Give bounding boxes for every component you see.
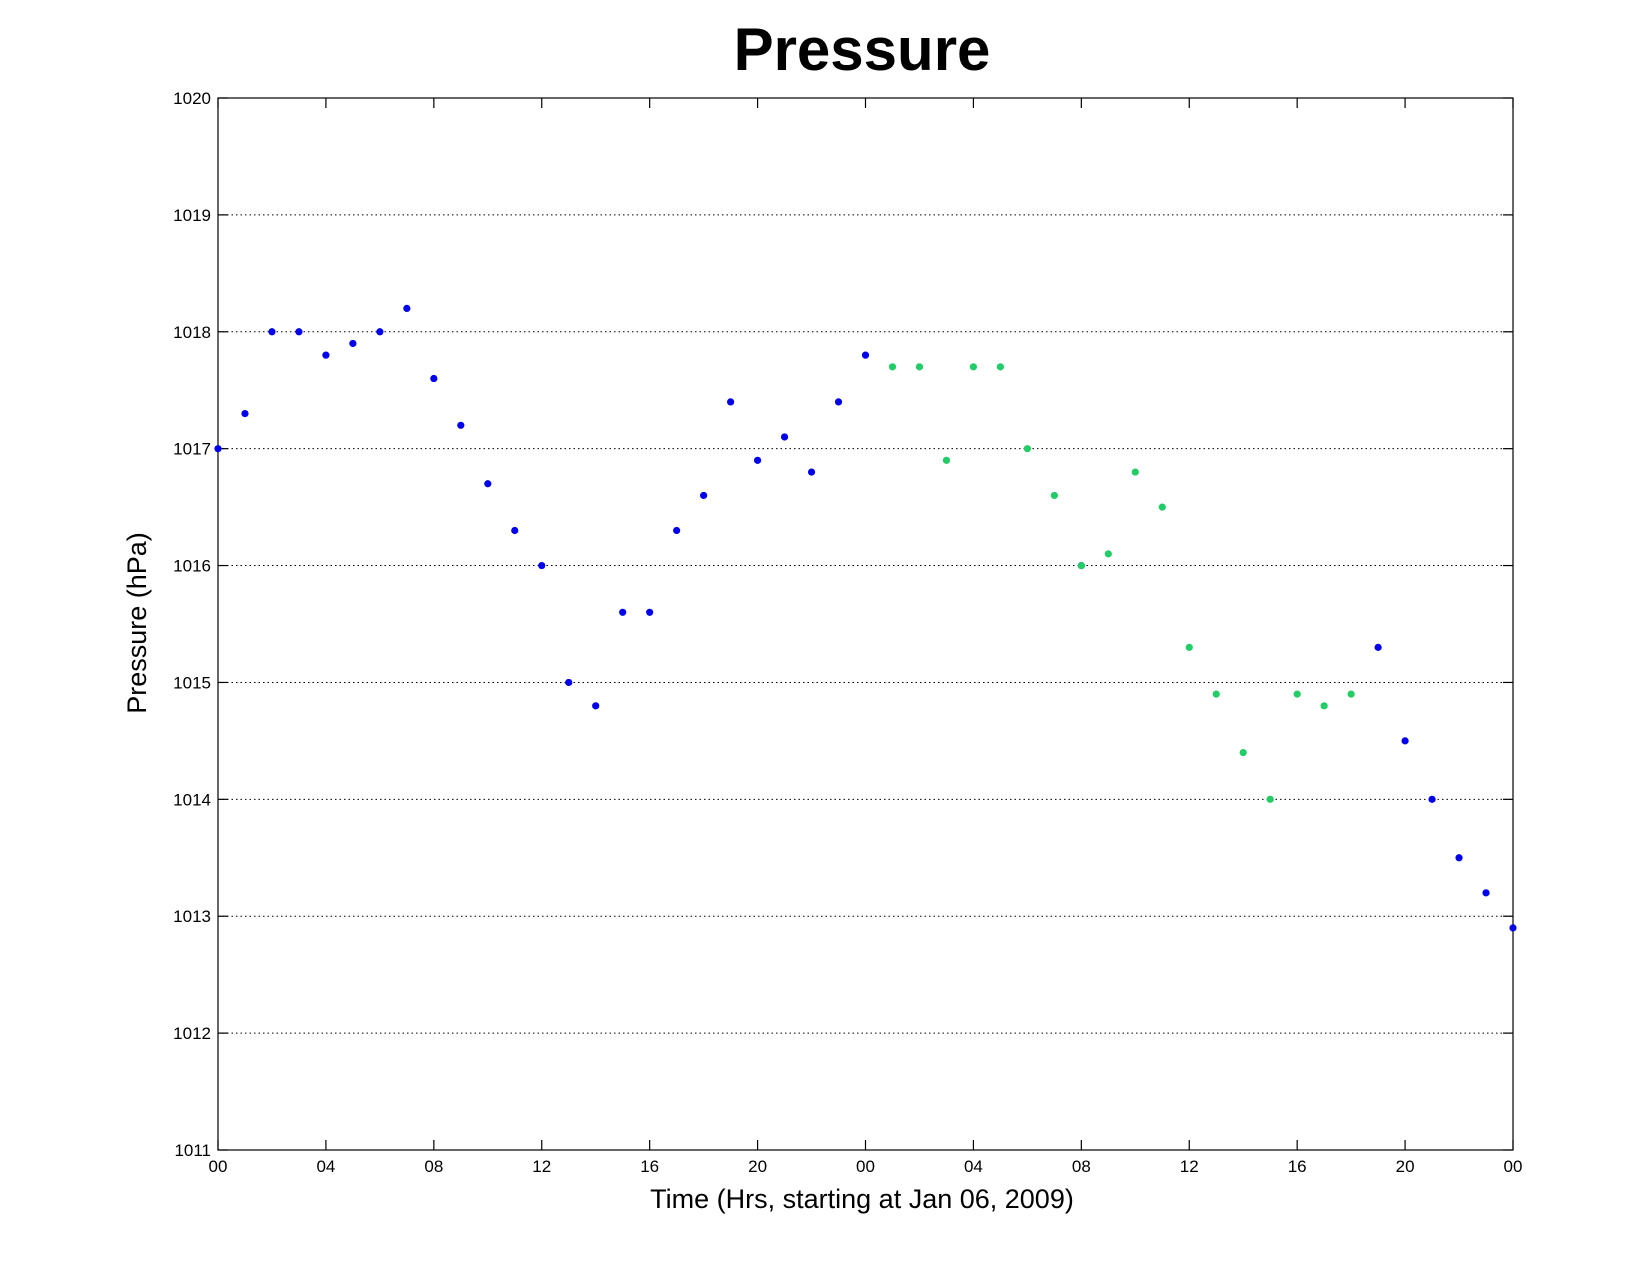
series-1-point-9 (1131, 468, 1139, 476)
series-0-point-27 (1401, 737, 1409, 745)
series-0-point-0 (214, 445, 222, 453)
y-tick-label-5: 1016 (173, 557, 211, 576)
series-0-point-6 (376, 328, 384, 336)
series-1-point-1 (915, 363, 924, 371)
series-0-point-29 (1455, 854, 1463, 862)
y-tick-label-1: 1012 (173, 1024, 211, 1043)
y-tick-label-6: 1017 (173, 440, 211, 459)
series-0-point-16 (646, 608, 654, 616)
series-0-point-4 (322, 351, 330, 359)
series-0-point-28 (1428, 795, 1436, 803)
series-0-point-9 (457, 421, 465, 429)
series-0-point-12 (538, 561, 546, 570)
series-0-point-22 (807, 468, 816, 476)
series-0-point-30 (1482, 889, 1490, 897)
x-tick-label-8: 08 (1072, 1157, 1091, 1176)
y-tick-label-3: 1014 (173, 790, 211, 809)
x-tick-label-2: 08 (424, 1157, 443, 1176)
series-1-point-12 (1212, 690, 1220, 698)
series-0-point-3 (295, 328, 303, 336)
axis-ticks: 1011 1012 1013 1014 1015 1016 1017 1018 1019 1020… (173, 89, 1522, 1176)
series-1-point-3 (969, 363, 978, 371)
x-tick-label-9: 12 (1180, 1157, 1199, 1176)
series-1-point-6 (1050, 491, 1058, 500)
y-tick-label-0: 1011 (174, 1141, 211, 1160)
series-0-point-21 (780, 433, 789, 441)
series-0-point-7 (403, 304, 411, 312)
y-tick-label-4: 1015 (173, 673, 211, 692)
series-1-point-4 (996, 363, 1004, 371)
series-1-point-17 (1347, 690, 1355, 698)
series-1-point-8 (1104, 550, 1112, 558)
x-tick-label-1: 04 (316, 1157, 335, 1176)
series-1-point-13 (1239, 748, 1247, 757)
series-0-point-14 (592, 702, 600, 710)
series-1-point-7 (1077, 561, 1085, 570)
chart-title: Pressure (734, 16, 991, 83)
series-0-point-1 (241, 410, 249, 418)
series-0-point-10 (484, 480, 492, 488)
x-tick-label-6: 00 (856, 1157, 875, 1176)
y-axis-label: Pressure (hPa) (122, 532, 152, 714)
series-1-point-16 (1320, 702, 1328, 710)
x-tick-label-3: 12 (532, 1157, 551, 1176)
series-0-point-5 (349, 339, 357, 348)
series-1-point-0 (888, 363, 897, 371)
x-tick-label-11: 20 (1396, 1157, 1415, 1176)
x-tick-label-7: 04 (964, 1157, 983, 1176)
y-tick-label-7: 1018 (173, 323, 211, 342)
series-0-point-17 (673, 526, 681, 535)
series-0-point-24 (861, 351, 870, 359)
x-tick-label-10: 16 (1288, 1157, 1307, 1176)
series-1-point-5 (1023, 445, 1031, 453)
x-tick-label-12: 00 (1504, 1157, 1523, 1176)
series-1-point-2 (942, 456, 951, 464)
y-tick-label-2: 1013 (173, 907, 211, 926)
series-1-point-14 (1266, 795, 1274, 803)
series-0-point-23 (834, 398, 843, 406)
series-1-point-11 (1185, 643, 1193, 651)
series-0-point-13 (565, 678, 573, 687)
series-0-point-18 (700, 491, 708, 500)
series-0-point-19 (727, 398, 735, 406)
series-1-point-10 (1158, 503, 1166, 511)
series-0-point-31 (1509, 924, 1517, 932)
x-axis-label: Time (Hrs, starting at Jan 06, 2009) (650, 1184, 1074, 1214)
series-1-point-15 (1293, 690, 1301, 698)
series-0-point-20 (753, 456, 762, 464)
series-0-point-8 (430, 374, 438, 383)
series-0-point-26 (1374, 643, 1382, 651)
y-tick-label-8: 1019 (173, 206, 211, 225)
data-points (214, 304, 1517, 932)
x-tick-label-4: 16 (640, 1157, 659, 1176)
series-0-point-2 (268, 328, 276, 336)
series-0-point-11 (511, 526, 519, 535)
y-tick-label-9: 1020 (173, 89, 211, 108)
x-tick-label-5: 20 (748, 1157, 767, 1176)
x-tick-label-0: 00 (209, 1157, 228, 1176)
series-0-point-15 (619, 608, 627, 616)
